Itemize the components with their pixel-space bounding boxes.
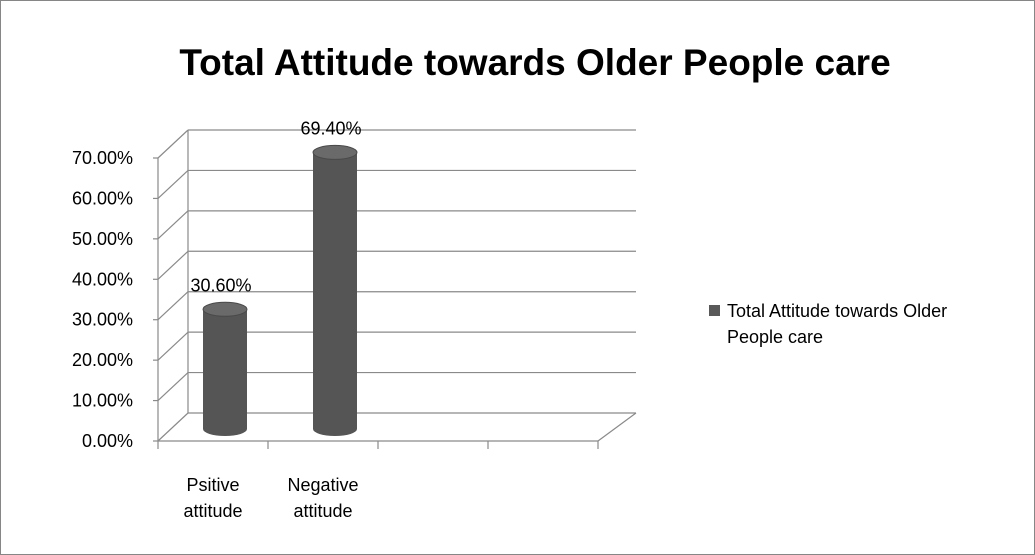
legend: Total Attitude towards Older People care [709,301,947,347]
gridline-side [157,412,189,442]
gridline-side [157,372,189,402]
y-tick-label: 60.00% [72,188,133,208]
axes [153,157,637,449]
x-category-label-line1: Negative [287,475,358,495]
x-category-label-line2: attitude [183,501,242,521]
x-category-label-line2: attitude [293,501,352,521]
y-tick-label: 40.00% [72,269,133,289]
floor-right-edge [597,412,637,442]
gridline-side [157,129,189,159]
gridline-side [157,291,189,321]
gridline-side [157,250,189,280]
x-axis-categories: Psitive attitude Negative attitude [183,475,358,521]
gridline-side [157,169,189,199]
y-axis-ticks: 0.00% 10.00% 20.00% 30.00% 40.00% 50.00% 60.00… [72,148,133,451]
bar [312,144,358,436]
data-labels: 30.60% 69.40% [190,118,361,295]
legend-label-line1: Total Attitude towards Older [727,301,947,321]
bar-top [312,144,358,160]
y-tick-label: 10.00% [72,391,133,411]
y-tick-label: 20.00% [72,350,133,370]
y-tick-label: 70.00% [72,148,133,168]
legend-label-line2: People care [727,327,823,347]
gridline-side [157,331,189,361]
legend-marker [709,305,720,316]
bar-body [203,309,247,436]
y-tick-label: 30.00% [72,310,133,330]
y-tick-label: 0.00% [82,431,133,451]
x-category-label-line1: Psitive [186,475,239,495]
data-label: 30.60% [190,275,251,295]
gridlines [157,129,636,442]
bar-top [202,301,248,317]
data-label: 69.40% [300,118,361,138]
gridline-side [157,210,189,240]
bar [202,301,248,436]
bars [202,144,358,436]
chart-title: Total Attitude towards Older People care [179,42,890,83]
bar-body [313,152,357,436]
y-tick-label: 50.00% [72,229,133,249]
